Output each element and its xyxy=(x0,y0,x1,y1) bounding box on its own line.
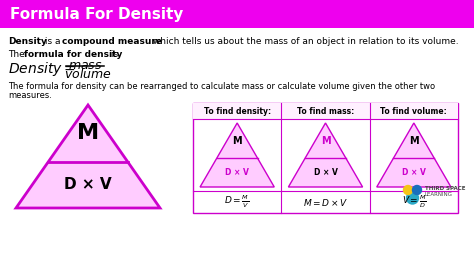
Text: THIRD SPACE: THIRD SPACE xyxy=(425,185,465,191)
FancyBboxPatch shape xyxy=(193,103,458,213)
FancyBboxPatch shape xyxy=(0,0,474,28)
Text: Density: Density xyxy=(8,37,47,46)
Text: D × V: D × V xyxy=(402,168,426,177)
Text: To find density:: To find density: xyxy=(204,106,271,116)
Text: LEARNING: LEARNING xyxy=(425,192,453,198)
Text: M: M xyxy=(77,123,99,143)
Polygon shape xyxy=(16,105,160,208)
Text: D × V: D × V xyxy=(314,168,337,177)
Text: The: The xyxy=(8,50,27,59)
Text: M: M xyxy=(232,136,242,146)
Text: $V = \frac{M}{D}$: $V = \frac{M}{D}$ xyxy=(401,194,426,210)
Text: D × V: D × V xyxy=(64,177,112,192)
Text: M: M xyxy=(321,136,330,146)
Text: measures.: measures. xyxy=(8,91,52,100)
Text: D × V: D × V xyxy=(225,168,249,177)
FancyBboxPatch shape xyxy=(193,103,458,119)
Text: M: M xyxy=(409,136,419,146)
Circle shape xyxy=(407,192,419,204)
Text: is a: is a xyxy=(42,37,64,46)
Text: $D = \frac{M}{V}$: $D = \frac{M}{V}$ xyxy=(224,194,250,210)
Polygon shape xyxy=(377,123,451,187)
Polygon shape xyxy=(288,123,363,187)
Text: The formula for density can be rearranged to calculate mass or calculate volume : The formula for density can be rearrange… xyxy=(8,82,435,91)
Text: Formula For Density: Formula For Density xyxy=(10,6,183,21)
Text: To find mass:: To find mass: xyxy=(297,106,354,116)
Text: $\mathit{volume}$: $\mathit{volume}$ xyxy=(64,67,112,81)
Text: is: is xyxy=(108,50,118,59)
Text: $\mathit{mass}$: $\mathit{mass}$ xyxy=(68,59,102,72)
Text: $M = D \times V$: $M = D \times V$ xyxy=(303,196,348,207)
Text: $\mathit{Density}=$: $\mathit{Density}=$ xyxy=(8,60,75,78)
Text: formula for density: formula for density xyxy=(24,50,122,59)
Circle shape xyxy=(412,185,421,195)
Text: To find volume:: To find volume: xyxy=(381,106,447,116)
Polygon shape xyxy=(200,123,274,187)
Text: compound measure: compound measure xyxy=(62,37,162,46)
Circle shape xyxy=(403,185,412,195)
Text: which tells us about the mass of an object in relation to its volume.: which tells us about the mass of an obje… xyxy=(150,37,459,46)
